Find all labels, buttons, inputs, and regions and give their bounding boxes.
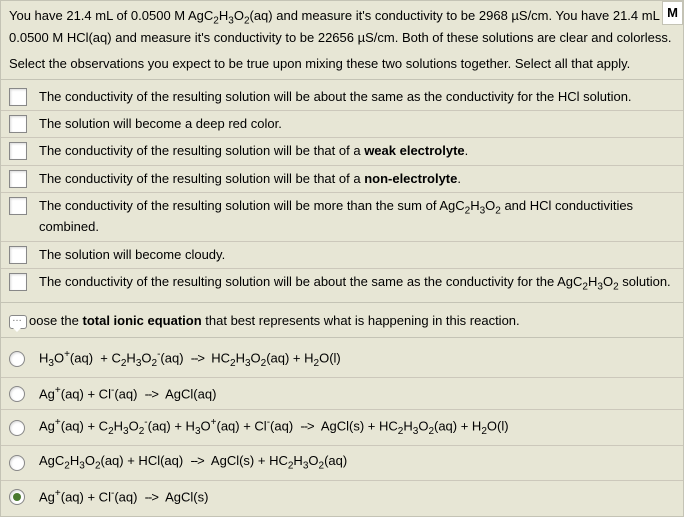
checkbox-icon [9,170,27,188]
checkbox-label: The solution will become a deep red colo… [39,115,282,133]
checkbox-label: The conductivity of the resulting soluti… [39,88,632,106]
radio-icon [9,455,25,471]
radio-option[interactable]: Ag+(aq) + C2H3O2-(aq) + H3O+(aq) + Cl-(a… [1,409,683,445]
checkbox-label: The solution will become cloudy. [39,246,225,264]
checkbox-option[interactable]: The conductivity of the resulting soluti… [1,165,683,192]
checkbox-icon [9,142,27,160]
radio-option[interactable]: AgC2H3O2(aq) + HCl(aq) --> AgCl(s) + HC2… [1,445,683,480]
checkbox-option[interactable]: The conductivity of the resulting soluti… [1,137,683,164]
m-badge: M [662,1,683,25]
radio-icon [9,420,25,436]
intro-paragraph-2: Select the observations you expect to be… [9,55,675,73]
checkbox-icon [9,115,27,133]
checkbox-icon [9,273,27,291]
radio-icon [9,351,25,367]
radio-label: AgC2H3O2(aq) + HCl(aq) --> AgCl(s) + HC2… [39,452,347,474]
radio-list: H3O+(aq) + C2H3O2-(aq) --> HC2H3O2(aq) +… [0,338,684,517]
checkbox-label: The conductivity of the resulting soluti… [39,142,468,160]
speech-bubble-icon[interactable] [9,315,27,329]
checkbox-label: The conductivity of the resulting soluti… [39,273,671,295]
checkbox-icon [9,246,27,264]
checkbox-option[interactable]: The conductivity of the resulting soluti… [1,84,683,110]
radio-option[interactable]: H3O+(aq) + C2H3O2-(aq) --> HC2H3O2(aq) +… [1,342,683,377]
radio-icon [9,386,25,402]
checkbox-option[interactable]: The conductivity of the resulting soluti… [1,268,683,299]
radio-label: Ag+(aq) + Cl-(aq) --> AgCl(aq) [39,384,216,404]
checkbox-option[interactable]: The conductivity of the resulting soluti… [1,192,683,241]
intro-paragraph-1: You have 21.4 mL of 0.0500 M AgC2H3O2(aq… [9,7,675,47]
checkbox-option[interactable]: The solution will become a deep red colo… [1,110,683,137]
checkbox-icon [9,197,27,215]
radio-label: Ag+(aq) + Cl-(aq) --> AgCl(s) [39,487,208,507]
radio-icon [9,489,25,505]
checkbox-list: The conductivity of the resulting soluti… [0,80,684,303]
checkbox-label: The conductivity of the resulting soluti… [39,170,461,188]
checkbox-icon [9,88,27,106]
checkbox-option[interactable]: The solution will become cloudy. [1,241,683,268]
checkbox-label: The conductivity of the resulting soluti… [39,197,675,237]
radio-option[interactable]: Ag+(aq) + Cl-(aq) --> AgCl(s) [1,480,683,513]
radio-option[interactable]: Ag+(aq) + Cl-(aq) --> AgCl(aq) [1,377,683,410]
radio-label: Ag+(aq) + C2H3O2-(aq) + H3O+(aq) + Cl-(a… [39,416,509,439]
question-intro: M You have 21.4 mL of 0.0500 M AgC2H3O2(… [0,0,684,80]
radio-label: H3O+(aq) + C2H3O2-(aq) --> HC2H3O2(aq) +… [39,348,341,371]
ionic-equation-prompt: oose the total ionic equation that best … [0,303,684,338]
